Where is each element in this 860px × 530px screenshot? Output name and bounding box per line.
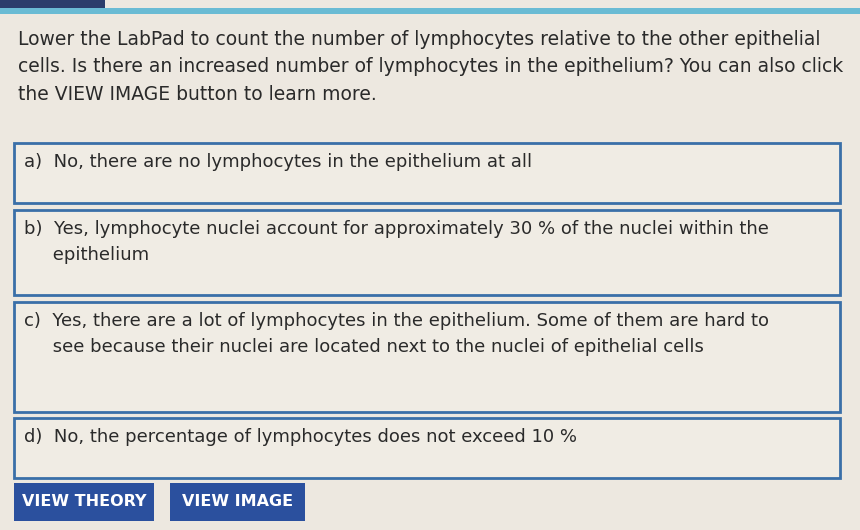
FancyBboxPatch shape — [170, 483, 305, 521]
FancyBboxPatch shape — [14, 483, 154, 521]
Text: Lower the LabPad to count the number of lymphocytes relative to the other epithe: Lower the LabPad to count the number of … — [18, 30, 844, 103]
Text: a)  No, there are no lymphocytes in the epithelium at all: a) No, there are no lymphocytes in the e… — [24, 153, 532, 171]
Text: VIEW IMAGE: VIEW IMAGE — [182, 494, 293, 509]
FancyBboxPatch shape — [0, 0, 105, 10]
Text: c)  Yes, there are a lot of lymphocytes in the epithelium. Some of them are hard: c) Yes, there are a lot of lymphocytes i… — [24, 312, 769, 356]
FancyBboxPatch shape — [14, 143, 840, 203]
FancyBboxPatch shape — [14, 418, 840, 478]
FancyBboxPatch shape — [14, 210, 840, 295]
FancyBboxPatch shape — [0, 8, 860, 14]
Text: b)  Yes, lymphocyte nuclei account for approximately 30 % of the nuclei within t: b) Yes, lymphocyte nuclei account for ap… — [24, 220, 769, 264]
FancyBboxPatch shape — [14, 302, 840, 412]
Text: d)  No, the percentage of lymphocytes does not exceed 10 %: d) No, the percentage of lymphocytes doe… — [24, 428, 577, 446]
Text: VIEW THEORY: VIEW THEORY — [22, 494, 146, 509]
